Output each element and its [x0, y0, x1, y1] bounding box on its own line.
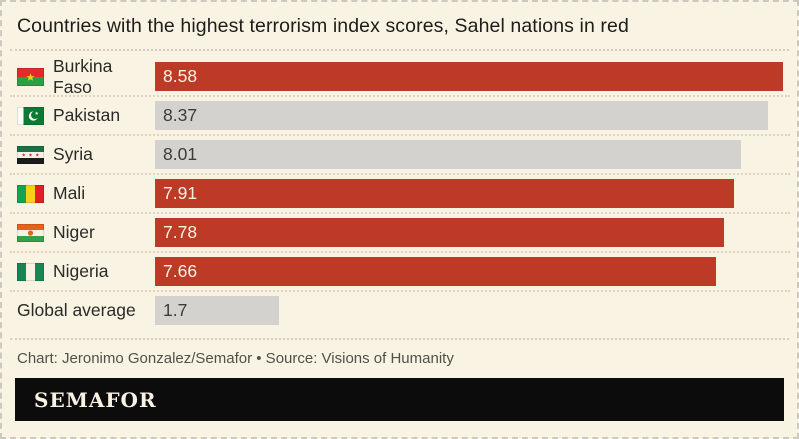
row-label: Mali — [17, 183, 155, 204]
row-divider — [10, 134, 790, 136]
bar-value: 7.66 — [163, 261, 198, 281]
chart-row-global-average: Global average 1.7 — [17, 296, 783, 325]
row-divider — [10, 173, 790, 175]
bar-global-average: 1.7 — [155, 296, 280, 325]
chart-row-burkina-faso: Burkina Faso 8.58 — [17, 56, 783, 97]
country-label: Pakistan — [53, 105, 121, 125]
chart-row-pakistan: Pakistan 8.37 — [17, 101, 783, 130]
nigeria-flag-icon — [17, 262, 44, 281]
country-label: Niger — [53, 222, 95, 242]
pakistan-flag-icon — [17, 106, 44, 125]
country-label: Syria — [53, 144, 93, 164]
bar-burkina-faso: 8.58 — [155, 62, 783, 91]
row-label: Burkina Faso — [17, 56, 155, 98]
row-divider — [10, 212, 790, 214]
bar-track: 7.91 — [155, 179, 783, 208]
country-label: Burkina Faso — [53, 55, 113, 97]
row-divider — [10, 95, 790, 97]
bar-value: 8.58 — [163, 66, 198, 86]
bar-syria: 8.01 — [155, 140, 742, 169]
country-label: Mali — [53, 183, 86, 203]
row-divider — [10, 290, 790, 292]
bar-track: 1.7 — [155, 296, 783, 325]
row-label: Global average — [17, 300, 155, 321]
country-label: Global average — [17, 300, 136, 320]
chart-row-mali: Mali 7.91 — [17, 179, 783, 208]
chart-row-nigeria: Nigeria 7.66 — [17, 257, 783, 286]
row-label: Niger — [17, 222, 155, 243]
bar-track: 8.58 — [155, 62, 783, 91]
bar-value: 7.78 — [163, 222, 198, 242]
syria-flag-icon — [17, 145, 44, 164]
bar-track: 8.37 — [155, 101, 783, 130]
semafor-logo: SEMAFOR — [34, 387, 157, 412]
burkina-faso-flag-icon — [17, 67, 44, 86]
chart-row-syria: Syria 8.01 — [17, 140, 783, 169]
chart-title: Countries with the highest terrorism ind… — [17, 15, 629, 37]
bar-value: 1.7 — [163, 300, 188, 320]
bar-track: 7.66 — [155, 257, 783, 286]
bar-track: 8.01 — [155, 140, 783, 169]
country-label: Nigeria — [53, 261, 109, 281]
mali-flag-icon — [17, 184, 44, 203]
bar-mali: 7.91 — [155, 179, 734, 208]
semafor-brand-bar: SEMAFOR — [15, 378, 784, 421]
bar-pakistan: 8.37 — [155, 101, 768, 130]
chart-attribution: Chart: Jeronimo Gonzalez/Semafor • Sourc… — [17, 350, 454, 367]
footer-divider — [10, 338, 789, 340]
bar-value: 8.01 — [163, 144, 198, 164]
title-divider — [10, 49, 789, 51]
chart-row-niger: Niger 7.78 — [17, 218, 783, 247]
bar-value: 8.37 — [163, 105, 198, 125]
row-label: Nigeria — [17, 261, 155, 282]
row-label: Syria — [17, 144, 155, 165]
row-divider — [10, 251, 790, 253]
bar-track: 7.78 — [155, 218, 783, 247]
bar-nigeria: 7.66 — [155, 257, 716, 286]
row-label: Pakistan — [17, 105, 155, 126]
bar-niger: 7.78 — [155, 218, 725, 247]
bar-chart: Burkina Faso 8.58 Pakistan — [2, 51, 797, 325]
niger-flag-icon — [17, 223, 44, 242]
bar-value: 7.91 — [163, 183, 198, 203]
